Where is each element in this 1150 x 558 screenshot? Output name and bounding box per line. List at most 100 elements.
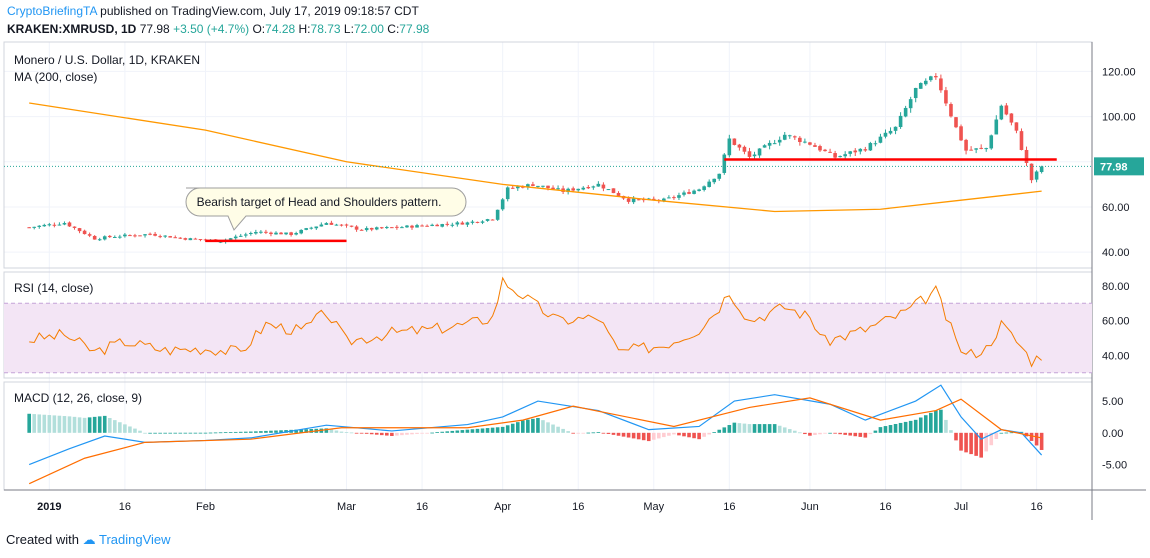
candle-body xyxy=(878,136,883,143)
candle-body xyxy=(490,219,495,221)
candle-body xyxy=(939,78,943,91)
candle-body xyxy=(97,239,102,241)
candle-body xyxy=(949,104,953,117)
macd-hist-bar xyxy=(410,432,414,435)
macd-hist-bar xyxy=(848,432,853,436)
tradingview-link[interactable]: TradingView xyxy=(99,532,171,547)
macd-hist-bar xyxy=(269,430,273,433)
candle-body xyxy=(324,223,329,225)
candle-body xyxy=(712,178,717,183)
candle-body xyxy=(102,236,107,240)
signal-line xyxy=(28,397,1042,485)
x-tick-label: Jul xyxy=(954,501,968,513)
candle-body xyxy=(183,238,188,240)
macd-hist-bar xyxy=(984,432,989,452)
macd-hist-bar xyxy=(762,424,767,433)
candle-body xyxy=(379,227,384,229)
author-link[interactable]: CryptoBriefingTA xyxy=(7,4,97,18)
macd-hist-bar xyxy=(808,432,812,436)
candle-body xyxy=(510,187,515,189)
x-tick-label: 16 xyxy=(119,501,131,513)
price-pane: Monero / U.S. Dollar, 1D, KRAKEN MA (200,… xyxy=(4,53,1092,244)
macd-hist-bar xyxy=(238,431,243,433)
candle-body xyxy=(238,235,243,237)
macd-hist-bar xyxy=(541,420,545,433)
macd-hist-bar xyxy=(415,432,419,434)
macd-hist-bar xyxy=(153,432,157,434)
rsi-tick-label: 40.00 xyxy=(1102,350,1130,362)
macd-hist-bar xyxy=(1039,432,1044,450)
candle-body xyxy=(863,149,868,151)
macd-hist-bar xyxy=(1004,432,1009,434)
macd-hist-bar xyxy=(712,432,717,433)
candle-body xyxy=(727,138,732,156)
candle-body xyxy=(67,222,72,227)
macd-hist-bar xyxy=(823,432,827,434)
macd-hist-bar xyxy=(626,432,631,438)
macd-hist-bar xyxy=(113,420,117,433)
candle-body xyxy=(818,146,822,151)
macd-hist-bar xyxy=(485,428,490,433)
candle-body xyxy=(903,107,908,117)
macd-hist-bar xyxy=(334,430,339,433)
macd-hist-bar xyxy=(183,432,188,434)
candle-body xyxy=(551,187,555,190)
candle-body xyxy=(72,226,77,228)
macd-hist-bar xyxy=(571,432,575,434)
price-tick-label: 60.00 xyxy=(1102,202,1130,214)
macd-hist-bar xyxy=(213,432,218,434)
price-pane-title: Monero / U.S. Dollar, 1D, KRAKEN xyxy=(14,53,200,67)
candle-body xyxy=(430,224,434,226)
overlays: 77.98 Bearish target of Head and Shoulder… xyxy=(185,157,1144,231)
x-tick-label: Feb xyxy=(196,501,215,513)
candle-body xyxy=(475,221,480,223)
candle-body xyxy=(249,233,253,235)
change-label: +3.50 (+4.7%) xyxy=(173,22,249,36)
candle-body xyxy=(113,236,117,238)
macd-tick-label: 5.00 xyxy=(1102,396,1123,408)
macd-hist-bar xyxy=(828,432,832,434)
candle-body xyxy=(586,187,591,189)
macd-hist-bar xyxy=(42,414,47,433)
macd-hist-bar xyxy=(163,432,167,434)
candle-body xyxy=(853,150,858,153)
x-tick-label: 16 xyxy=(723,501,735,513)
pane-borders xyxy=(3,41,1146,520)
candle-body xyxy=(521,186,525,188)
candle-body xyxy=(581,187,586,190)
candle-body xyxy=(546,185,550,188)
macd-hist-bar xyxy=(722,427,727,433)
rsi-tick-label: 60.00 xyxy=(1102,316,1130,328)
candle-body xyxy=(178,237,183,239)
candle-body xyxy=(898,115,903,127)
low-value: 72.00 xyxy=(353,22,384,36)
macd-hist-bar xyxy=(641,432,646,441)
macd-hist-bar xyxy=(354,432,359,434)
macd-hist-bar xyxy=(193,432,198,434)
macd-hist-bar xyxy=(888,425,893,433)
candle-body xyxy=(279,232,283,235)
candle-body xyxy=(707,181,711,187)
candle-body xyxy=(359,229,364,231)
candle-body xyxy=(959,126,963,141)
candle-body xyxy=(752,154,757,157)
created-with-label: Created with xyxy=(6,532,79,547)
macd-tick-label: -5.00 xyxy=(1102,460,1127,472)
macd-hist-bar xyxy=(208,432,213,434)
candle-body xyxy=(57,224,62,226)
candle-body xyxy=(42,224,47,227)
candle-body xyxy=(626,198,631,202)
candle-body xyxy=(767,142,772,146)
last-price-tag xyxy=(1094,157,1144,176)
candle-body xyxy=(828,151,832,153)
macd-hist-bar xyxy=(939,409,943,433)
macd-hist-bar xyxy=(636,432,641,440)
macd-hist-bar xyxy=(374,432,379,435)
candle-body xyxy=(531,184,535,186)
candle-body xyxy=(334,224,339,226)
macd-hist-bar xyxy=(878,427,883,433)
candle-body xyxy=(1004,105,1009,115)
macd-hist-bar xyxy=(742,423,747,433)
x-tick-label: 16 xyxy=(1030,501,1042,513)
